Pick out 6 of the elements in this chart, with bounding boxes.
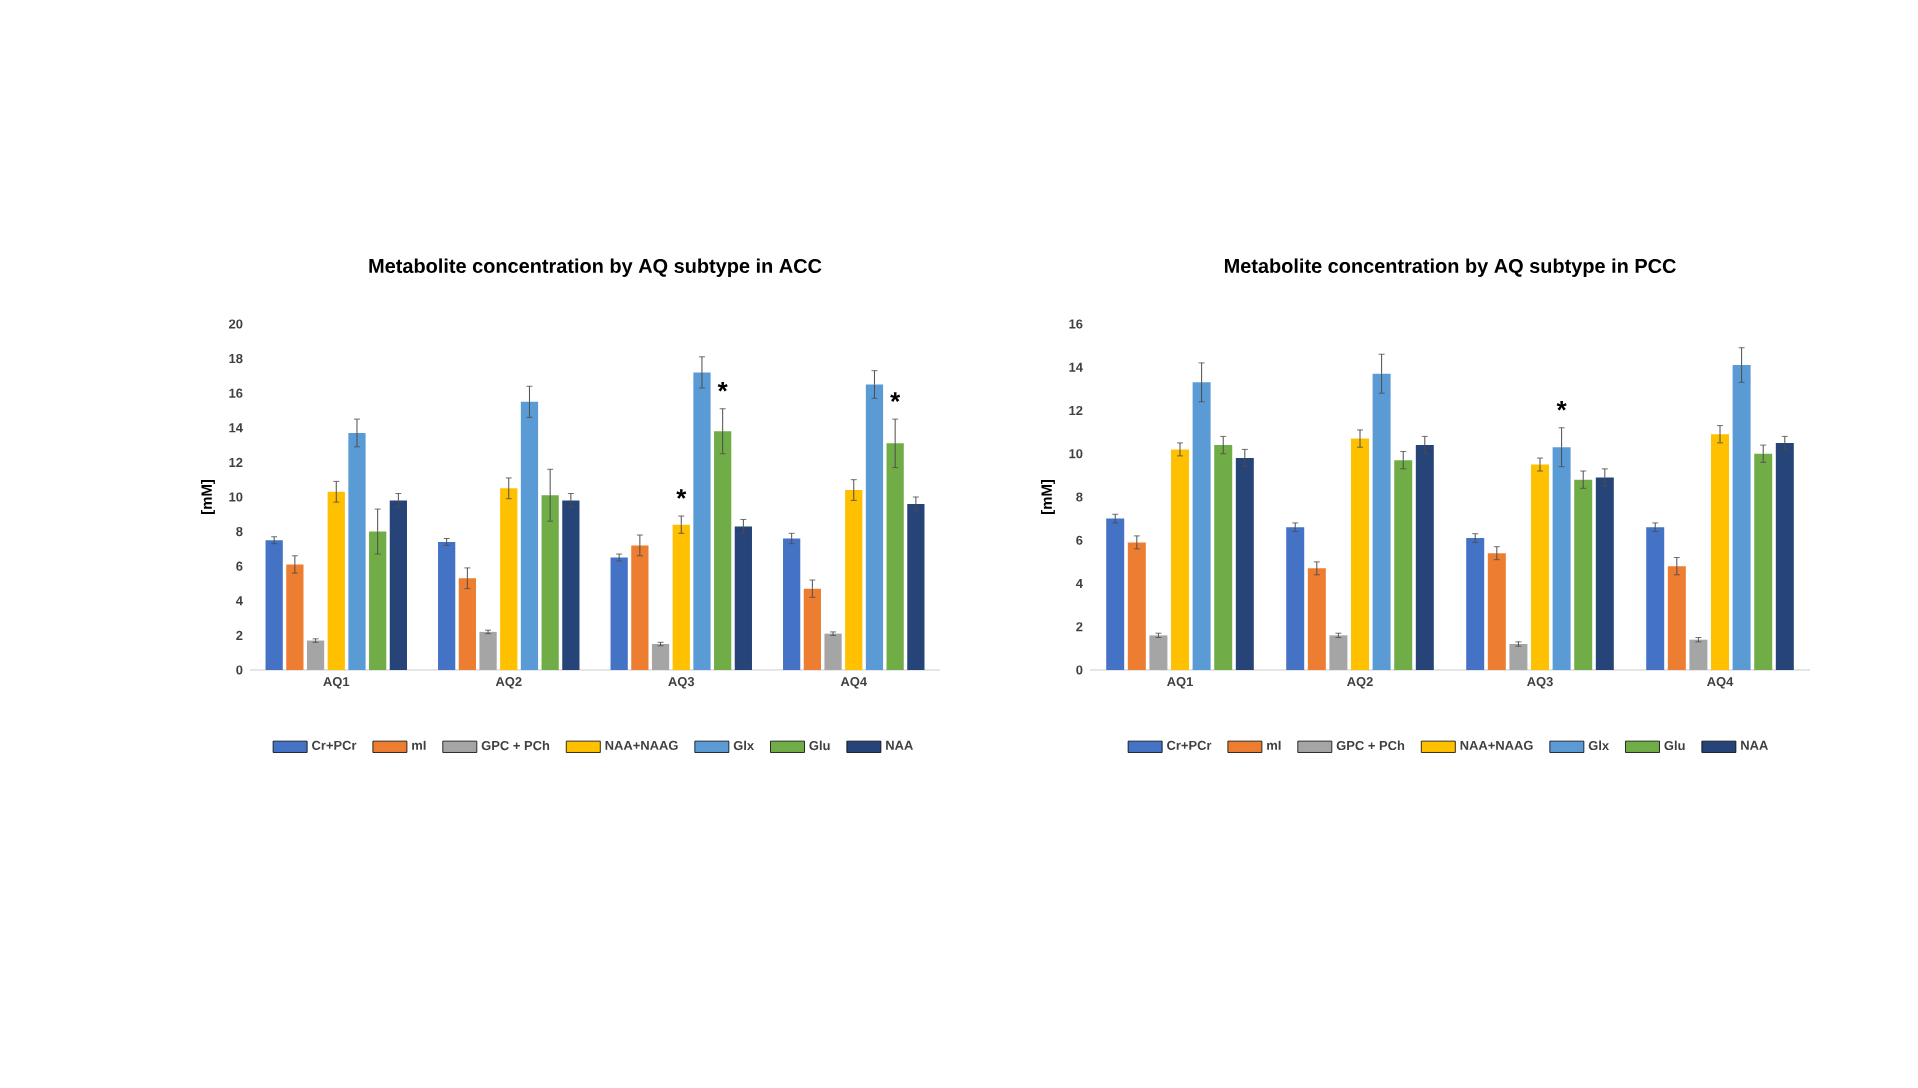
chart-title: Metabolite concentration by AQ subtype in PCC xyxy=(1224,258,1676,277)
chart-title: Metabolite concentration by AQ subtype in ACC xyxy=(369,258,822,277)
annotation: * xyxy=(890,392,901,402)
annotation: * xyxy=(676,489,687,499)
annotation: * xyxy=(1556,400,1567,411)
annotation: * xyxy=(717,381,728,392)
